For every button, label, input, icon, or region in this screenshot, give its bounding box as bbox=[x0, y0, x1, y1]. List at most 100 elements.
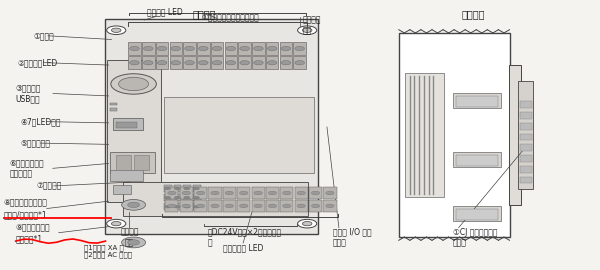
Bar bbox=[156, 42, 169, 55]
Bar bbox=[455, 155, 497, 166]
Circle shape bbox=[326, 191, 334, 195]
Bar bbox=[280, 42, 292, 55]
Bar bbox=[183, 194, 191, 201]
Bar bbox=[520, 166, 532, 173]
Text: ①电源・接地・输入端子台: ①电源・接地・输入端子台 bbox=[201, 13, 259, 22]
Circle shape bbox=[226, 60, 236, 65]
Circle shape bbox=[165, 196, 171, 199]
Bar bbox=[238, 56, 251, 69]
Bar bbox=[194, 200, 207, 212]
Bar bbox=[193, 185, 200, 192]
Circle shape bbox=[297, 204, 305, 208]
Bar bbox=[251, 187, 265, 199]
Circle shape bbox=[268, 60, 277, 65]
Bar bbox=[113, 185, 131, 194]
Bar bbox=[293, 56, 306, 69]
Bar bbox=[266, 56, 278, 69]
Bar bbox=[223, 200, 236, 212]
Circle shape bbox=[130, 60, 139, 65]
Circle shape bbox=[171, 46, 181, 51]
Text: ⑤模拟电位器: ⑤模拟电位器 bbox=[20, 139, 50, 148]
Circle shape bbox=[171, 60, 181, 65]
Text: ③外置设备
USB端口: ③外置设备 USB端口 bbox=[16, 83, 41, 103]
Bar bbox=[124, 182, 308, 215]
Circle shape bbox=[182, 191, 190, 195]
Bar bbox=[164, 185, 172, 192]
Bar bbox=[518, 81, 533, 189]
Bar bbox=[193, 194, 200, 201]
Circle shape bbox=[174, 187, 180, 190]
Circle shape bbox=[211, 204, 219, 208]
Circle shape bbox=[130, 46, 139, 51]
Circle shape bbox=[165, 205, 171, 208]
Circle shape bbox=[302, 28, 312, 32]
Bar bbox=[309, 200, 322, 212]
Text: ⑫选件板
槽位: ⑫选件板 槽位 bbox=[303, 15, 322, 35]
Circle shape bbox=[295, 60, 304, 65]
Bar bbox=[452, 153, 500, 167]
Bar bbox=[142, 42, 155, 55]
Bar bbox=[237, 187, 250, 199]
Bar bbox=[183, 42, 196, 55]
Text: ①电池盖: ①电池盖 bbox=[34, 31, 55, 40]
Circle shape bbox=[185, 46, 194, 51]
Circle shape bbox=[225, 204, 233, 208]
Text: 【侧面】: 【侧面】 bbox=[462, 9, 485, 19]
Bar bbox=[128, 56, 141, 69]
Circle shape bbox=[157, 46, 167, 51]
Bar bbox=[252, 56, 265, 69]
Circle shape bbox=[122, 200, 146, 210]
Bar bbox=[208, 200, 221, 212]
Bar bbox=[134, 155, 149, 170]
Bar bbox=[295, 200, 308, 212]
Bar bbox=[183, 203, 191, 210]
Circle shape bbox=[199, 60, 208, 65]
Bar bbox=[110, 170, 143, 181]
Circle shape bbox=[254, 46, 263, 51]
Bar bbox=[280, 187, 293, 199]
Bar bbox=[238, 42, 251, 55]
Bar bbox=[211, 42, 223, 55]
Circle shape bbox=[184, 205, 190, 208]
Bar bbox=[509, 65, 521, 205]
Bar bbox=[116, 122, 137, 128]
Bar bbox=[520, 134, 532, 140]
Circle shape bbox=[283, 204, 291, 208]
Bar bbox=[223, 187, 236, 199]
Bar bbox=[520, 123, 532, 130]
Circle shape bbox=[268, 204, 277, 208]
Bar bbox=[179, 200, 193, 212]
Bar bbox=[208, 187, 221, 199]
Bar bbox=[170, 42, 182, 55]
Circle shape bbox=[112, 28, 121, 32]
Bar bbox=[183, 185, 191, 192]
Circle shape bbox=[239, 191, 248, 195]
Circle shape bbox=[295, 46, 304, 51]
Bar bbox=[520, 102, 532, 108]
Bar bbox=[295, 187, 308, 199]
Bar bbox=[142, 56, 155, 69]
Bar bbox=[455, 209, 497, 220]
Text: ⑥外部模拟设定
输入连接器: ⑥外部模拟设定 输入连接器 bbox=[10, 158, 44, 179]
Bar bbox=[280, 200, 293, 212]
Circle shape bbox=[311, 204, 320, 208]
Circle shape bbox=[226, 46, 236, 51]
Bar bbox=[252, 42, 265, 55]
Bar bbox=[452, 93, 500, 108]
Circle shape bbox=[168, 204, 176, 208]
Circle shape bbox=[281, 46, 291, 51]
Circle shape bbox=[107, 219, 126, 228]
Text: ④7段LED显示: ④7段LED显示 bbox=[20, 117, 61, 126]
Bar bbox=[164, 97, 314, 173]
Bar bbox=[309, 187, 322, 199]
Bar bbox=[399, 33, 509, 237]
Circle shape bbox=[184, 196, 190, 199]
Bar bbox=[323, 187, 337, 199]
Circle shape bbox=[119, 77, 149, 91]
Bar bbox=[455, 96, 497, 107]
Circle shape bbox=[211, 191, 219, 195]
Bar bbox=[113, 117, 143, 130]
Circle shape bbox=[199, 46, 208, 51]
Bar bbox=[166, 187, 178, 199]
Circle shape bbox=[311, 191, 320, 195]
